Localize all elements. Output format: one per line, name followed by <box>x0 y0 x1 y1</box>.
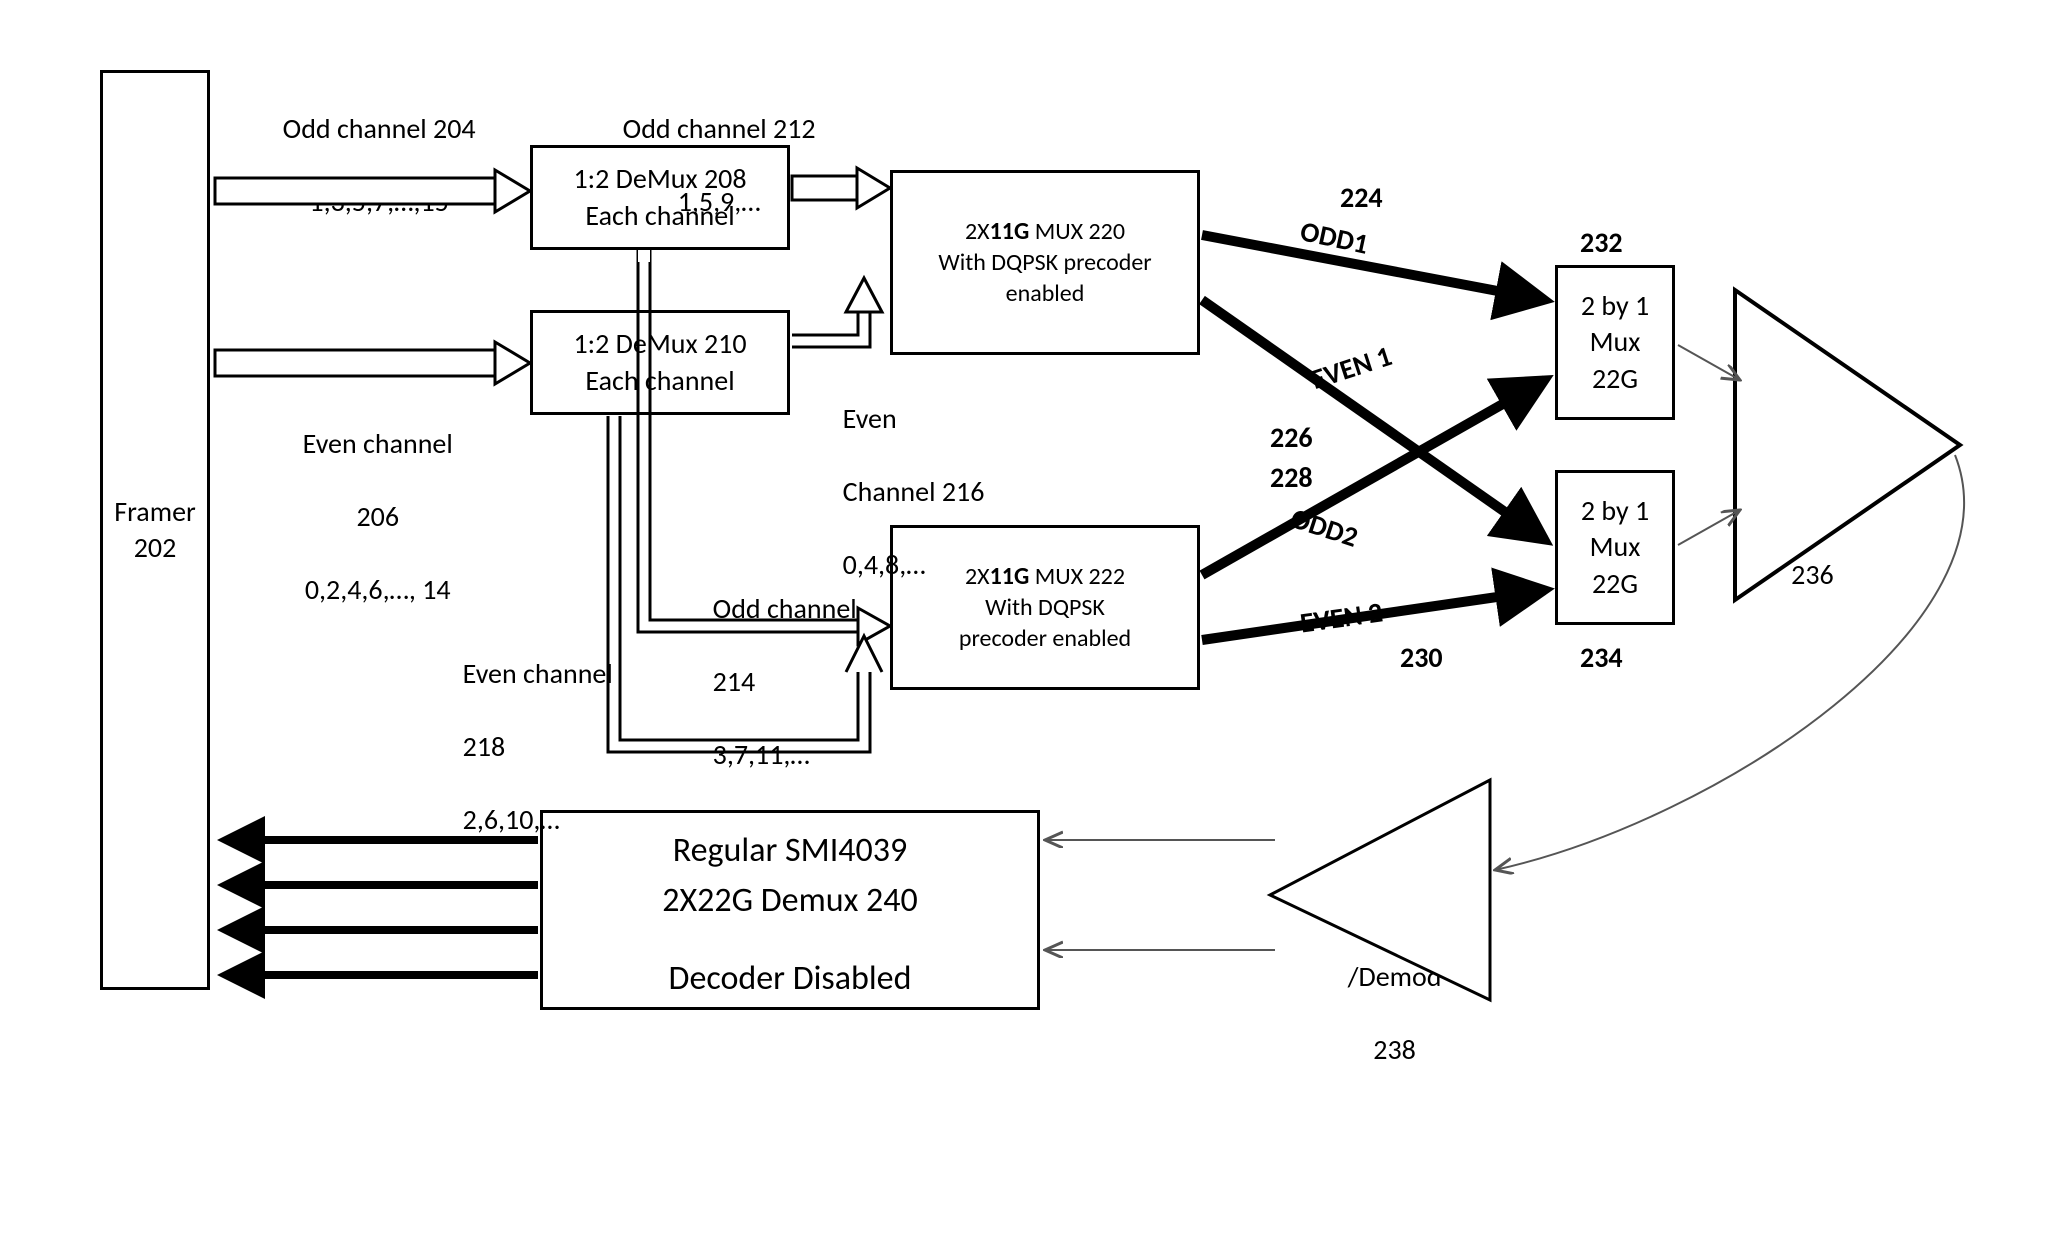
even2-name: EVEN 2 <box>1298 594 1385 642</box>
even-channel-206-label: Even channel 206 0,2,4,6,…, 14 <box>290 390 453 608</box>
arrow-framer-to-demux210 <box>215 342 530 384</box>
framer-block: Framer 202 <box>100 70 210 990</box>
arrow-mux232-to-driver <box>1678 345 1740 380</box>
odd2-name: ODD2 <box>1286 500 1362 556</box>
odd2-tag: 228 <box>1270 460 1313 496</box>
mux-220-bot: enabled <box>1006 278 1085 309</box>
odd-channel-214-label: Odd channel 214 3,7,11,… <box>700 555 857 773</box>
mux-220-block: 2X11G MUX 220 With DQPSK precoder enable… <box>890 170 1200 355</box>
arrow-odd1 <box>1202 235 1545 300</box>
even1-tag: 226 <box>1270 420 1313 456</box>
rx-demod-label: Rx /Demod 238 <box>1335 850 1442 1068</box>
even-channel-216-label: Even Channel 216 0,4,8,… <box>830 365 984 583</box>
ref-232: 232 <box>1580 225 1623 261</box>
mux-232-block: 2 by 1 Mux 22G <box>1555 265 1675 420</box>
evench216-l1: Even <box>843 401 897 436</box>
rx-bot: 238 <box>1373 1032 1416 1067</box>
even2-tag: 230 <box>1400 640 1443 676</box>
evench218-l2: 218 <box>463 729 506 764</box>
evench206-l3: 0,2,4,6,…, 14 <box>305 572 451 607</box>
mux-232-top: 2 by 1 <box>1581 288 1649 324</box>
regular-demux-block: Regular SMI4039 2X22G Demux 240 Decoder … <box>540 810 1040 1010</box>
evench218-l1: Even channel <box>463 656 613 691</box>
mux-232-mid: Mux <box>1590 324 1641 360</box>
driver-mod-label: Driver Mod 236 <box>1765 375 1847 593</box>
mux-220-prefix: 2X <box>965 217 990 246</box>
driver-mid: Mod <box>1786 484 1839 519</box>
demux-210-label-top: 1:2 DeMux 210 <box>573 326 746 362</box>
regular-demux-mid: 2X22G Demux 240 <box>662 879 917 923</box>
mux-220-suffix: MUX 220 <box>1029 217 1125 246</box>
mux-220-bold: 11G <box>990 217 1030 246</box>
oddch214-l1: Odd channel <box>713 591 857 626</box>
demux-210-label-bottom: Each channel <box>585 363 734 399</box>
arrow-even1 <box>1202 300 1545 540</box>
arrow-odd2 <box>1202 380 1545 575</box>
mux-234-top: 2 by 1 <box>1581 493 1649 529</box>
oddch214-l3: 3,7,11,… <box>713 737 810 772</box>
rx-mid: /Demod <box>1348 959 1442 994</box>
mux-232-bot: 22G <box>1592 361 1638 397</box>
even-channel-218-label: Even channel 218 2,6,10,… <box>450 620 613 838</box>
oddch214-l2: 214 <box>713 664 756 699</box>
odd-channel-212-label: Odd channel 212 1,5,9,… <box>610 75 816 221</box>
mux-222-bot: precoder enabled <box>959 623 1131 654</box>
odd-channel-204-label: Odd channel 204 1,3,5,7,…,15 <box>270 75 476 221</box>
framer-label-bottom: 202 <box>134 530 177 566</box>
rx-top: Rx <box>1381 886 1408 921</box>
even1-name: EVEN 1 <box>1306 338 1396 398</box>
oddch212-l2: 1,5,9,… <box>678 184 761 219</box>
evench218-l3: 2,6,10,… <box>463 802 560 837</box>
oddch204-l2: 1,3,5,7,…,15 <box>309 184 448 219</box>
evench216-l2: Channel 216 <box>843 474 985 509</box>
arrow-mux234-to-driver <box>1678 510 1740 545</box>
regular-demux-bot: Decoder Disabled <box>669 957 912 1001</box>
mux-220-mid: With DQPSK precoder <box>938 247 1151 278</box>
mux-234-block: 2 by 1 Mux 22G <box>1555 470 1675 625</box>
mux-222-bold: 11G <box>990 562 1030 591</box>
arrow-demux210-to-mux220 <box>792 278 882 347</box>
driver-bot: 236 <box>1791 557 1834 592</box>
driver-top: Driver <box>1778 411 1847 446</box>
oddch212-l1: Odd channel 212 <box>623 111 816 146</box>
mux-234-bot: 22G <box>1592 566 1638 602</box>
mux-234-mid: Mux <box>1590 529 1641 565</box>
mux-222-suffix: MUX 222 <box>1029 562 1125 591</box>
mux-222-mid: With DQPSK <box>985 592 1105 623</box>
oddch204-l1: Odd channel 204 <box>283 111 476 146</box>
odd1-name: ODD1 <box>1297 213 1372 263</box>
regular-demux-top: Regular SMI4039 <box>673 829 907 873</box>
framer-label-top: Framer <box>114 494 196 530</box>
evench206-l1: Even channel <box>303 426 453 461</box>
odd1-tag: 224 <box>1340 180 1383 216</box>
ref-234: 234 <box>1580 640 1623 676</box>
evench206-l2: 206 <box>356 499 399 534</box>
demux-210-block: 1:2 DeMux 210 Each channel <box>530 310 790 415</box>
